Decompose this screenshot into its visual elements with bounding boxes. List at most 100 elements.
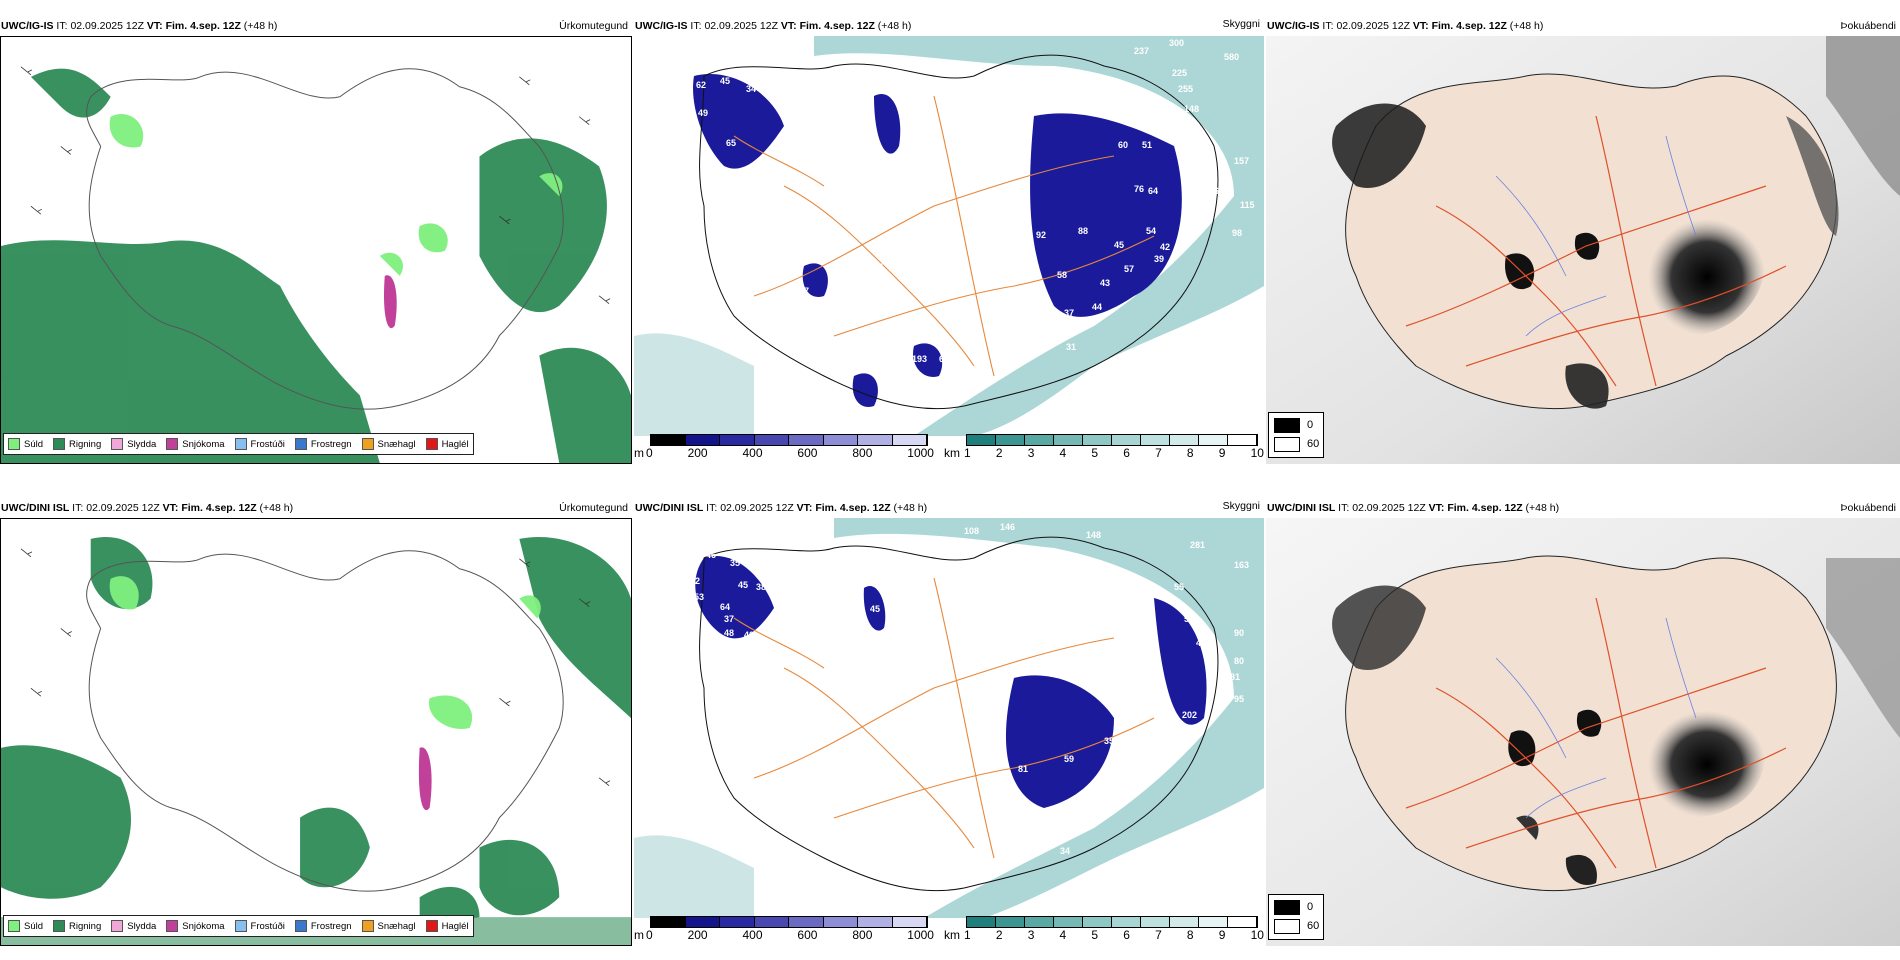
vis-label: 60 [1118,140,1128,150]
vis-label: 158 [904,386,919,396]
vis-label: 281 [1190,540,1205,550]
vis-label: 88 [1078,226,1088,236]
vis-label: 44 [1092,302,1102,312]
panel-variable: Skyggni [1222,500,1260,512]
legend-item-snjokoma: Snjókoma [166,438,225,450]
visibility-map: 108 209 237 300 580 225 255 148 157 662 … [634,36,1264,436]
panel-title: UWC/DINI ISL IT: 02.09.2025 12Z VT: Fim.… [1,502,294,514]
vis-label: 39 [938,384,948,394]
vis-label: 300 [1169,38,1184,48]
vis-label: 57 [1124,264,1134,274]
vis-label: 49 [698,108,708,118]
legend-item-snaehagl: Snæhagl [361,438,416,450]
legend-item-rigning: Rigning [53,920,101,932]
fog-map [1266,518,1900,946]
vis-label: 146 [1000,522,1015,532]
vis-label: 64 [1148,186,1158,196]
forecast-row-bottom: UWC/DINI ISL IT: 02.09.2025 12Z VT: Fim.… [0,492,1900,960]
visibility-scale: km 1 2 3 4 5 6 7 8 9 10 [944,916,1264,946]
fog-legend: 0 60 [1268,894,1324,940]
vis-label: 45 [738,580,748,590]
visibility-panel: UWC/IG-IS IT: 02.09.2025 12Z VT: Fim. 4.… [634,10,1264,464]
vis-label: 38 [756,582,766,592]
legend-item-snjokoma: Snjókoma [166,920,225,932]
legend-item-rigning: Rigning [53,438,101,450]
precip-type-panel: UWC/DINI ISL IT: 02.09.2025 12Z VT: Fim.… [0,492,632,946]
vis-label: 291 [988,226,1003,236]
vis-label: 45 [870,604,880,614]
vis-label: 37 [1064,308,1074,318]
vis-label: 64 [720,602,730,612]
precip-map: Súld Rigning Slydda Snjókoma Frostúði Fr… [0,36,632,464]
visibility-map-svg: 108 209 237 300 580 225 255 148 157 662 … [634,36,1264,436]
vis-label: 209 [994,72,1009,82]
vis-label: 80 [1234,656,1244,666]
vis-label: 70 [758,224,768,234]
vis-label: 81 [1230,672,1240,682]
vis-label: 17 [1004,196,1014,206]
vis-label: 76 [1134,184,1144,194]
vis-label: 45 [1196,638,1206,648]
vis-label: 56 [780,220,790,230]
fog-map-svg [1266,36,1900,464]
vis-label: 76 [950,738,960,748]
vis-label: 90 [1234,628,1244,638]
vis-label: 34 [1060,846,1070,856]
vis-label: 187 [812,310,827,320]
vis-label: 89 [720,58,730,68]
fog-map-svg [1266,518,1900,946]
vis-label: 52 [690,576,700,586]
vis-label: 40 [744,630,754,640]
vis-label: 95 [1234,694,1244,704]
vis-label: 32 [1092,812,1102,822]
vis-label: 86 [896,242,906,252]
vis-label: 98 [1232,228,1242,238]
vis-label: 58 [1057,270,1067,280]
vis-label: 115 [1240,200,1255,210]
legend-item-frostregn: Frostregn [294,438,352,450]
precip-legend: Súld Rigning Slydda Snjókoma Frostúði Fr… [3,915,474,937]
vis-label: 41 [744,710,754,720]
vis-label: 35 [762,168,772,178]
vis-label: 662 [1214,186,1229,196]
fog-legend: 0 60 [1268,412,1324,458]
vis-label: 108 [964,526,979,536]
fog-index-panel: UWC/IG-IS IT: 02.09.2025 12Z VT: Fim. 4.… [1266,10,1900,464]
vis-label: 148 [1184,104,1199,114]
precip-map-svg [1,519,631,945]
visibility-map-svg: 108 146 148 281 163 90 80 81 95 202 55 4… [634,518,1264,918]
elevation-scale: m 0 200 400 600 800 1000 [634,916,934,946]
panel-title: UWC/IG-IS IT: 02.09.2025 12Z VT: Fim. 4.… [1,20,278,32]
vis-label: 36 [1100,794,1110,804]
panel-variable: Úrkomutegund [559,502,628,514]
legend-item-frostregn: Frostregn [294,920,352,932]
visibility-value-labels: 108 209 237 300 580 225 255 148 157 662 … [696,38,1255,396]
precip-map: Súld Rigning Slydda Snjókoma Frostúði Fr… [0,518,632,946]
vis-label: 237 [1134,46,1149,56]
vis-label: 45 [720,76,730,86]
vis-label: 55 [1174,582,1184,592]
panel-title: UWC/IG-IS IT: 02.09.2025 12Z VT: Fim. 4.… [1267,20,1544,32]
vis-label: 81 [1018,764,1028,774]
vis-label: 42 [1160,242,1170,252]
vis-label: 163 [1234,560,1249,570]
panel-variable: Þokuábendi [1840,502,1896,514]
vis-label: 54 [1146,226,1156,236]
visibility-value-labels: 108 146 148 281 163 90 80 81 95 202 55 4… [690,522,1249,876]
vis-label: 55 [726,224,736,234]
vis-label: 53 [694,592,704,602]
vis-label: 48 [724,628,734,638]
vis-label: 127 [794,286,809,296]
vis-label: 35 [730,558,740,568]
vis-label: 59 [1064,754,1074,764]
panel-variable: Úrkomutegund [559,20,628,32]
vis-label: 108 [934,58,949,68]
precip-type-panel: UWC/IG-IS IT: 02.09.2025 12Z VT: Fim. 4.… [0,10,632,464]
vis-label: 202 [1182,710,1197,720]
precip-map-svg [1,37,631,463]
legend-item-frostudi: Frostúði [234,920,285,932]
vis-label: 55 [1184,614,1194,624]
precip-legend: Súld Rigning Slydda Snjókoma Frostúði Fr… [3,433,474,455]
vis-label: 62 [696,80,706,90]
vis-label: 43 [1100,278,1110,288]
